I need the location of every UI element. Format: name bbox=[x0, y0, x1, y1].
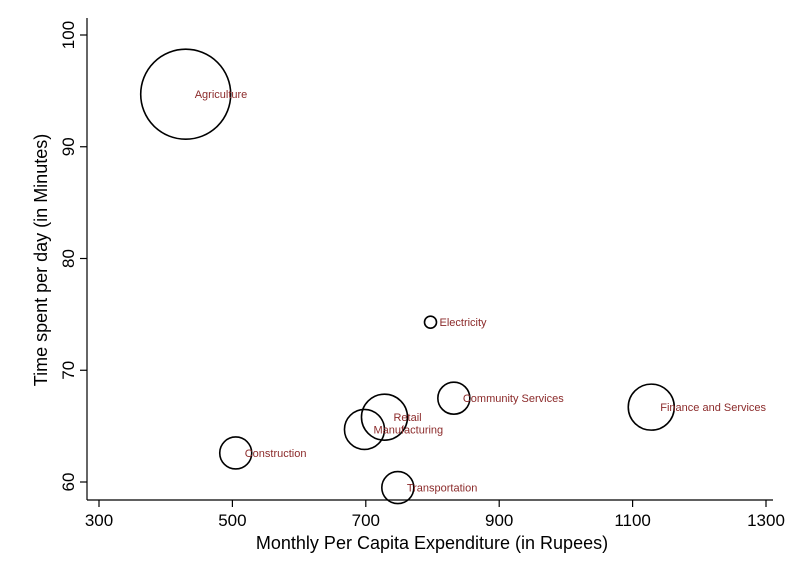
bubble-point bbox=[343, 408, 386, 451]
point-label: Agriculture bbox=[195, 89, 248, 101]
point-label: Transportation bbox=[407, 483, 478, 495]
x-tick-label: 300 bbox=[85, 511, 113, 530]
bubble-point bbox=[381, 470, 415, 505]
x-axis-title: Monthly Per Capita Expenditure (in Rupee… bbox=[256, 533, 608, 553]
x-tick-label: 1300 bbox=[747, 511, 785, 530]
y-tick-label: 60 bbox=[59, 473, 78, 492]
point-labels: Agriculture Electricity Community Services… bbox=[195, 89, 767, 494]
y-ticks: 60 70 80 90 100 bbox=[59, 21, 87, 492]
y-axis-title: Time spent per day (in Minutes) bbox=[31, 134, 51, 386]
y-tick-label: 90 bbox=[59, 137, 78, 156]
y-tick-label: 80 bbox=[59, 249, 78, 268]
point-label: Electricity bbox=[439, 317, 487, 329]
point-label: Retail bbox=[393, 412, 421, 424]
bubble-point bbox=[360, 393, 409, 441]
bubble-point bbox=[423, 315, 438, 329]
point-label: Finance and Services bbox=[660, 402, 766, 414]
point-label: Community Services bbox=[463, 393, 564, 405]
x-axis: 300 500 700 900 1100 1300 bbox=[85, 499, 785, 530]
x-ticks: 300 500 700 900 1100 1300 bbox=[85, 500, 785, 530]
y-tick-label: 100 bbox=[59, 21, 78, 49]
bubble-point bbox=[139, 48, 232, 141]
bubble-point bbox=[627, 383, 676, 431]
y-tick-label: 70 bbox=[59, 361, 78, 380]
y-axis: 60 70 80 90 100 bbox=[59, 18, 88, 500]
bubble-point bbox=[218, 436, 253, 470]
x-tick-label: 900 bbox=[485, 511, 513, 530]
point-label: Manufacturing bbox=[373, 424, 443, 436]
x-tick-label: 500 bbox=[218, 511, 246, 530]
bubbles bbox=[139, 48, 676, 505]
x-tick-label: 700 bbox=[352, 511, 380, 530]
x-tick-label: 1100 bbox=[614, 511, 651, 530]
bubble-point bbox=[437, 381, 471, 415]
point-label: Construction bbox=[245, 448, 307, 460]
